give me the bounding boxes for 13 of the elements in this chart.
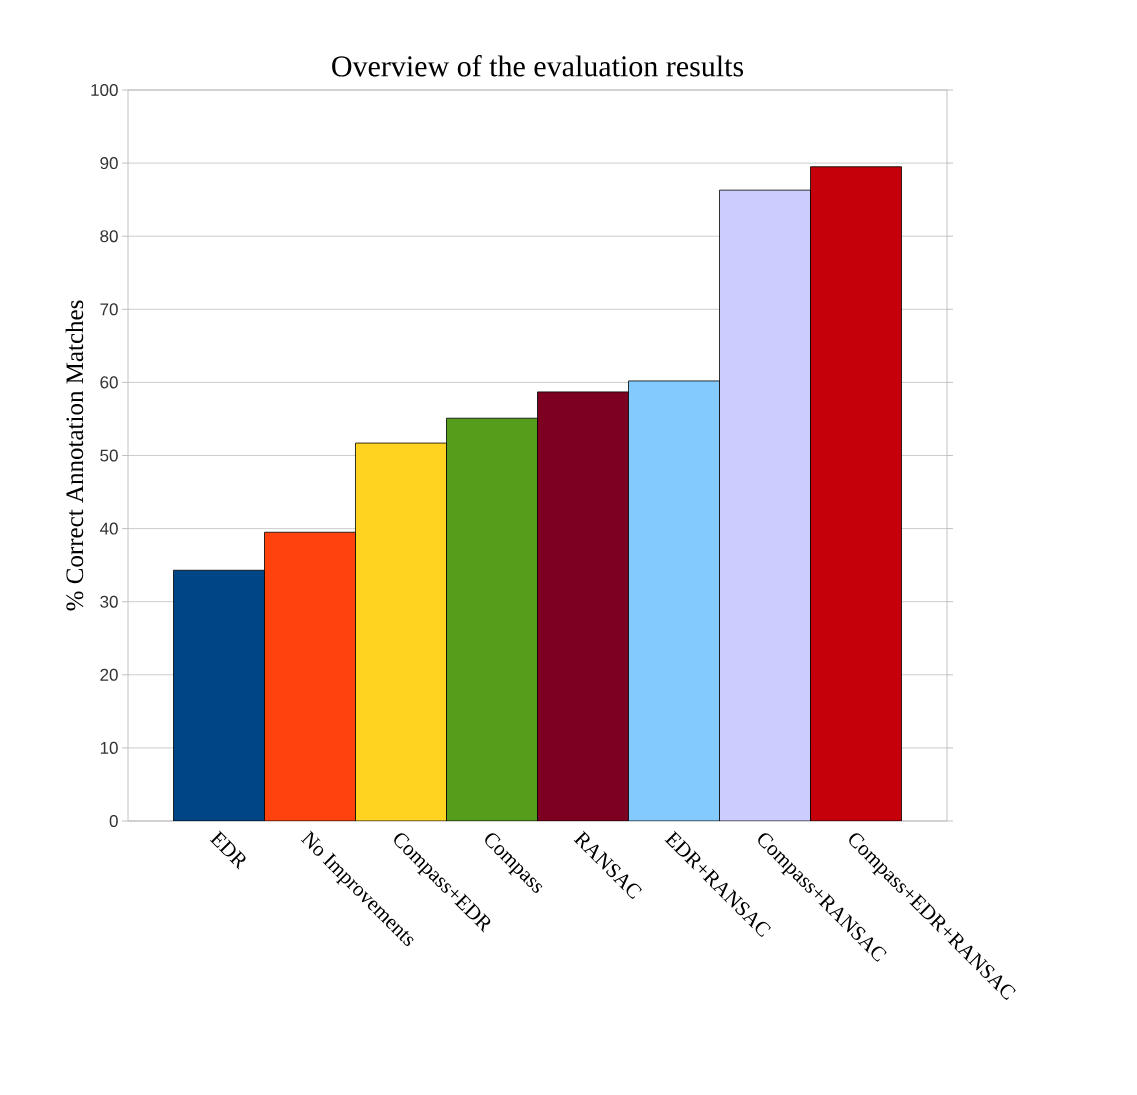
y-tick-label: 80 xyxy=(100,230,118,243)
y-tick-label: 90 xyxy=(100,157,118,170)
y-tick-label: 0 xyxy=(109,814,118,828)
y-tick-label: 60 xyxy=(100,376,118,389)
y-tick-label: 20 xyxy=(100,668,118,681)
y-tick-label: 70 xyxy=(100,303,118,316)
y-axis-title: % Correct Annotation Matches xyxy=(65,300,84,611)
y-tick-label: 50 xyxy=(100,449,118,462)
y-tick-label: 40 xyxy=(99,522,118,535)
y-tick-label: 10 xyxy=(100,741,118,754)
chart-title: Overview of the evaluation results xyxy=(332,55,744,77)
y-tick-label: 30 xyxy=(100,595,118,608)
y-tick-label: 100 xyxy=(91,83,118,97)
